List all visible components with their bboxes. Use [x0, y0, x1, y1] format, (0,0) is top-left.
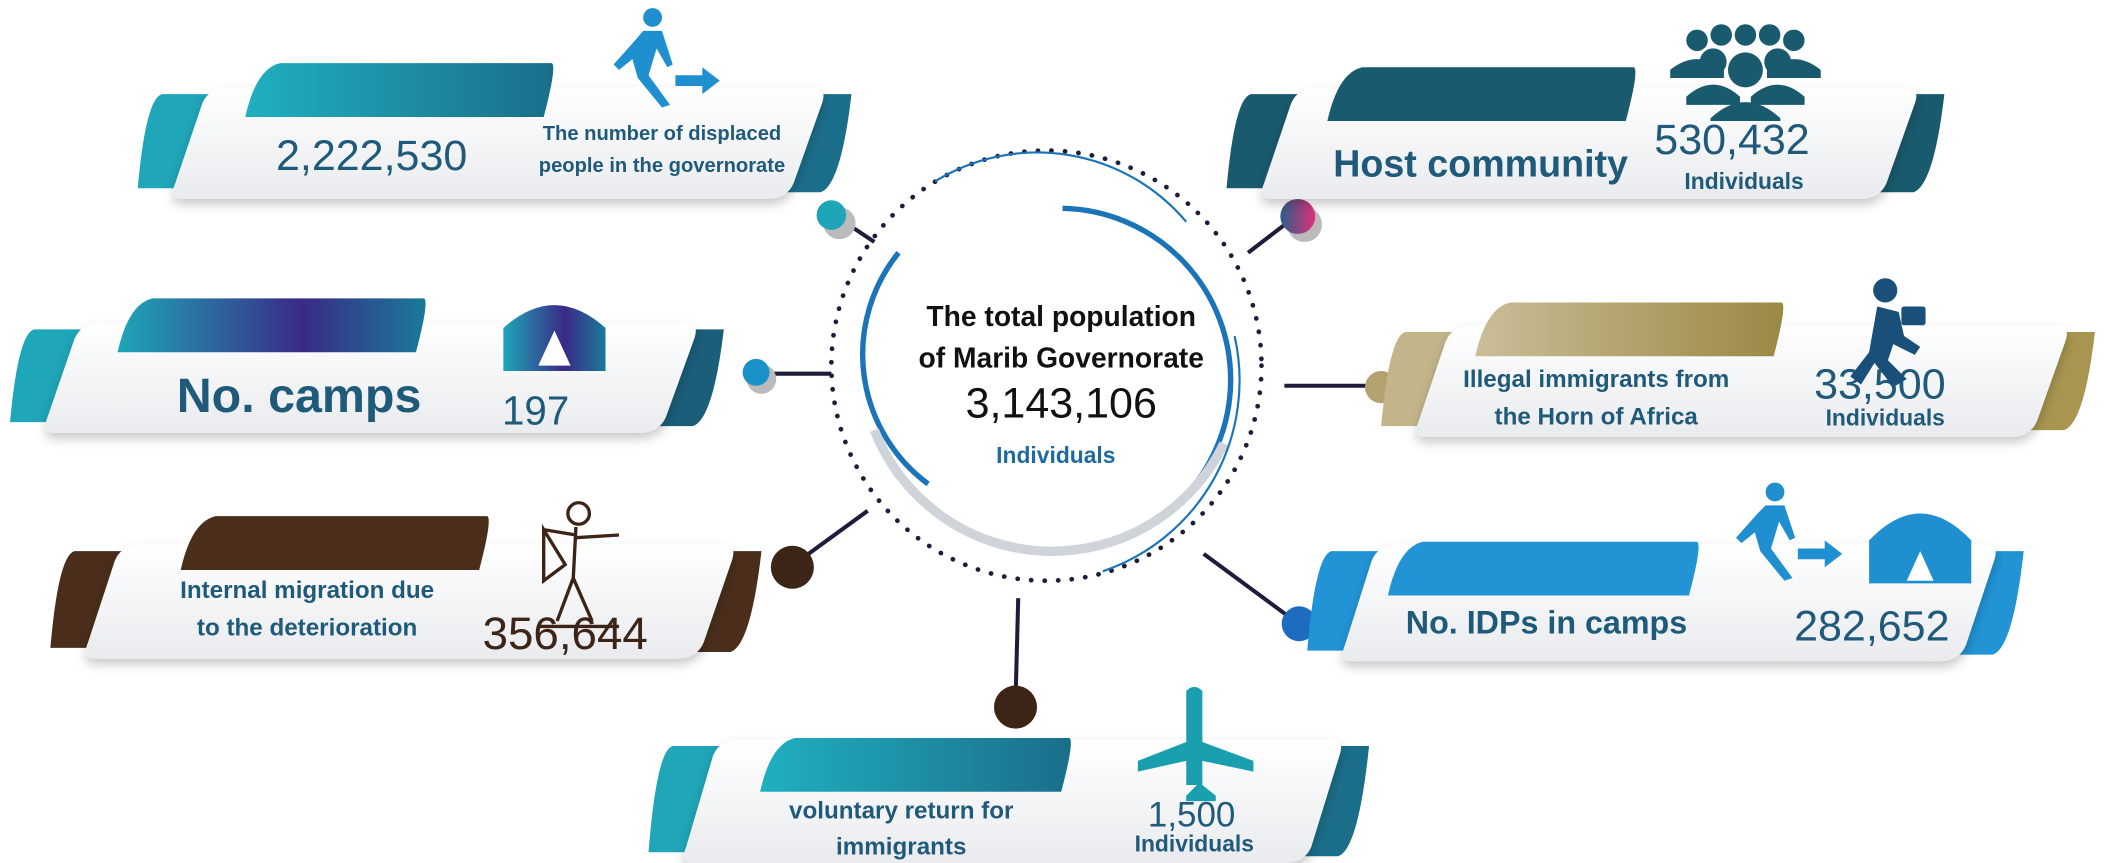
card-value: 197	[502, 388, 569, 434]
card-unit: Individuals	[1826, 404, 1945, 430]
card-tail-left	[648, 746, 727, 853]
center-text: The total population of Marib Governorat…	[919, 300, 1204, 468]
center-ornament	[829, 148, 1264, 584]
icons	[503, 8, 1972, 802]
card-label: to the deterioration	[197, 614, 417, 641]
card-tail-left	[1226, 94, 1305, 189]
card-value: 2,222,530	[276, 132, 467, 180]
card-banner	[117, 298, 426, 353]
card-banner	[1475, 302, 1784, 357]
card-label: Illegal immigrants from	[1463, 366, 1729, 393]
card-label: No. camps	[177, 369, 422, 423]
card-label: No. IDPs in camps	[1406, 605, 1687, 641]
card-value: 282,652	[1794, 602, 1949, 650]
card-banner	[760, 737, 1071, 792]
center-unit: Individuals	[996, 442, 1115, 468]
card-label: voluntary return for	[789, 797, 1014, 824]
crowd-icon	[1670, 24, 1821, 121]
card-unit: Individuals	[1135, 831, 1254, 857]
card-body	[85, 544, 734, 659]
card-tail-left	[137, 94, 216, 189]
card: Host community 530,432 Individuals	[1226, 67, 1945, 199]
card-value: 356,644	[483, 608, 648, 659]
card: No. camps 197	[10, 298, 724, 434]
card-label: the Horn of Africa	[1495, 403, 1699, 430]
card-label: people in the governorate	[539, 155, 785, 177]
card-banner	[1327, 67, 1636, 121]
card-label: Internal migration due	[180, 577, 434, 604]
card-value: 530,432	[1654, 116, 1809, 164]
walk-tent-icon	[1736, 482, 1972, 584]
center-value: 3,143,106	[966, 379, 1157, 427]
card-banner	[245, 63, 554, 117]
runner-icon	[1850, 278, 1926, 388]
camp-icon	[503, 305, 606, 372]
card-label: The number of displaced	[543, 123, 782, 145]
card-value: 1,500	[1148, 796, 1235, 835]
card-banner	[1387, 541, 1699, 596]
card-tail-left	[1307, 551, 1386, 651]
card-tail-left	[50, 551, 129, 648]
connector-dots	[742, 198, 1398, 729]
card: Internal migration due to the deteriorati…	[50, 516, 762, 659]
card: The number of displaced people in the gov…	[137, 63, 852, 199]
walk-icon	[613, 8, 720, 108]
card-unit: Individuals	[1684, 168, 1803, 194]
center-title: The total population	[926, 300, 1196, 332]
carry-icon	[538, 501, 620, 629]
card: voluntary return for immigrants 1,500Indiv…	[648, 737, 1370, 863]
card-label: immigrants	[836, 834, 966, 861]
plane-icon	[1137, 686, 1254, 802]
card-tail-left	[1381, 332, 1460, 427]
card-tail-left	[10, 329, 88, 423]
card: Illegal immigrants from the Horn of Afric…	[1381, 302, 2095, 437]
card-banner	[180, 516, 489, 570]
card-label: Host community	[1333, 143, 1628, 185]
center-title: of Marib Governorate	[919, 342, 1204, 374]
